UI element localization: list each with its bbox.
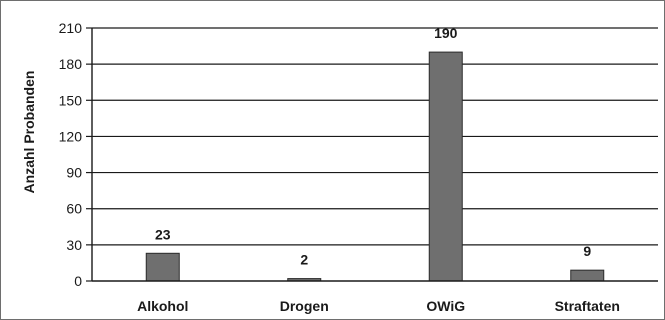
y-tick-label: 150 [59, 92, 83, 108]
category-label-owig: OWiG [426, 298, 465, 314]
y-tick-label: 30 [66, 237, 82, 253]
bar-straftaten [570, 269, 605, 282]
data-label-owig: 190 [434, 25, 458, 41]
y-tick-label: 180 [59, 56, 83, 72]
category-label-alkohol: Alkohol [137, 298, 188, 314]
y-tick-label: 120 [59, 128, 83, 144]
y-tick-label: 60 [66, 201, 82, 217]
y-tick-labels: 0 30 60 90 120 150 180 210 [59, 20, 92, 289]
data-label-drogen: 2 [300, 252, 308, 268]
y-tick-label: 0 [74, 273, 82, 289]
category-label-straftaten: Straftaten [555, 298, 620, 314]
bar-alkohol [145, 252, 180, 282]
y-axis-title: Anzahl Probanden [21, 71, 37, 194]
data-labels: 23 2 190 9 [155, 25, 591, 267]
y-tick-label: 90 [66, 165, 82, 181]
category-labels: Alkohol Drogen OWiG Straftaten [137, 298, 620, 314]
category-label-drogen: Drogen [280, 298, 329, 314]
bars [145, 51, 605, 282]
data-label-alkohol: 23 [155, 226, 171, 242]
bar-owig [428, 51, 463, 282]
y-tick-label: 210 [59, 20, 83, 36]
gridlines [92, 27, 658, 246]
data-label-straftaten: 9 [583, 243, 591, 259]
axes [91, 28, 658, 282]
